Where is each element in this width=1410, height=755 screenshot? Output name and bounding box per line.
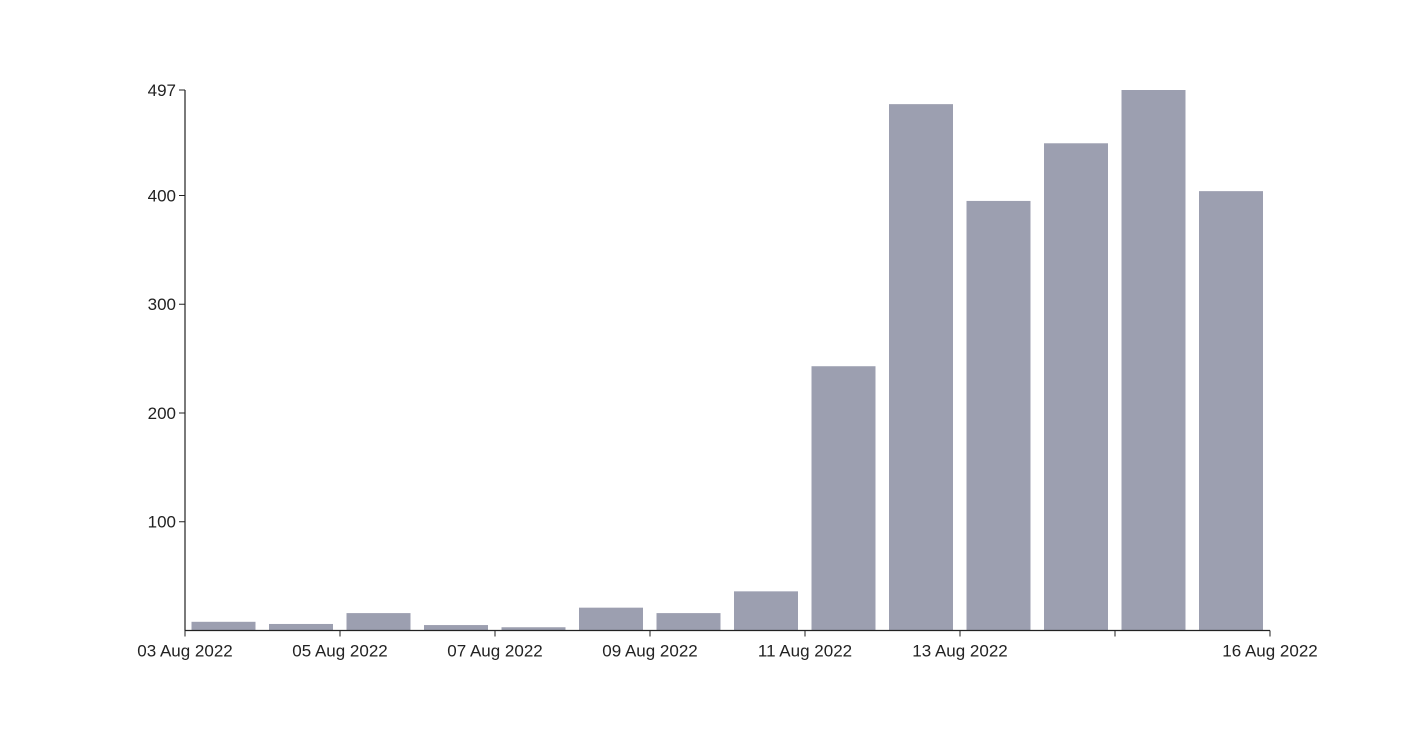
y-tick-label: 300 [148,295,176,314]
bar [966,200,1031,631]
bars [191,90,1263,631]
x-tick-label: 13 Aug 2022 [912,642,1007,661]
y-tick-label: 200 [148,404,176,423]
bar [424,625,488,631]
y-tick-label: 100 [148,513,176,532]
x-tick-label: 03 Aug 2022 [137,642,232,661]
y-tick-label: 497 [148,81,176,100]
x-tick-label: 07 Aug 2022 [447,642,542,661]
bar [889,104,953,631]
y-tick-label: 400 [148,186,176,205]
y-axis: 100 200 300 400 497 [148,81,186,631]
x-tick-label: 16 Aug 2022 [1222,642,1317,661]
x-tick-label: 11 Aug 2022 [758,642,852,661]
bar [656,613,721,631]
bar [1121,90,1186,631]
bar [269,623,333,631]
bar [811,366,876,631]
bar [191,621,256,631]
bar [1199,191,1263,631]
x-tick-label: 05 Aug 2022 [292,642,387,661]
x-axis: 03 Aug 2022 05 Aug 2022 07 Aug 2022 09 Aug … [137,629,1318,661]
bar [501,627,566,631]
x-tick-label: 09 Aug 2022 [602,642,697,661]
bar [579,607,643,631]
bar [1044,143,1108,631]
bar [346,613,411,631]
bar [734,591,798,631]
